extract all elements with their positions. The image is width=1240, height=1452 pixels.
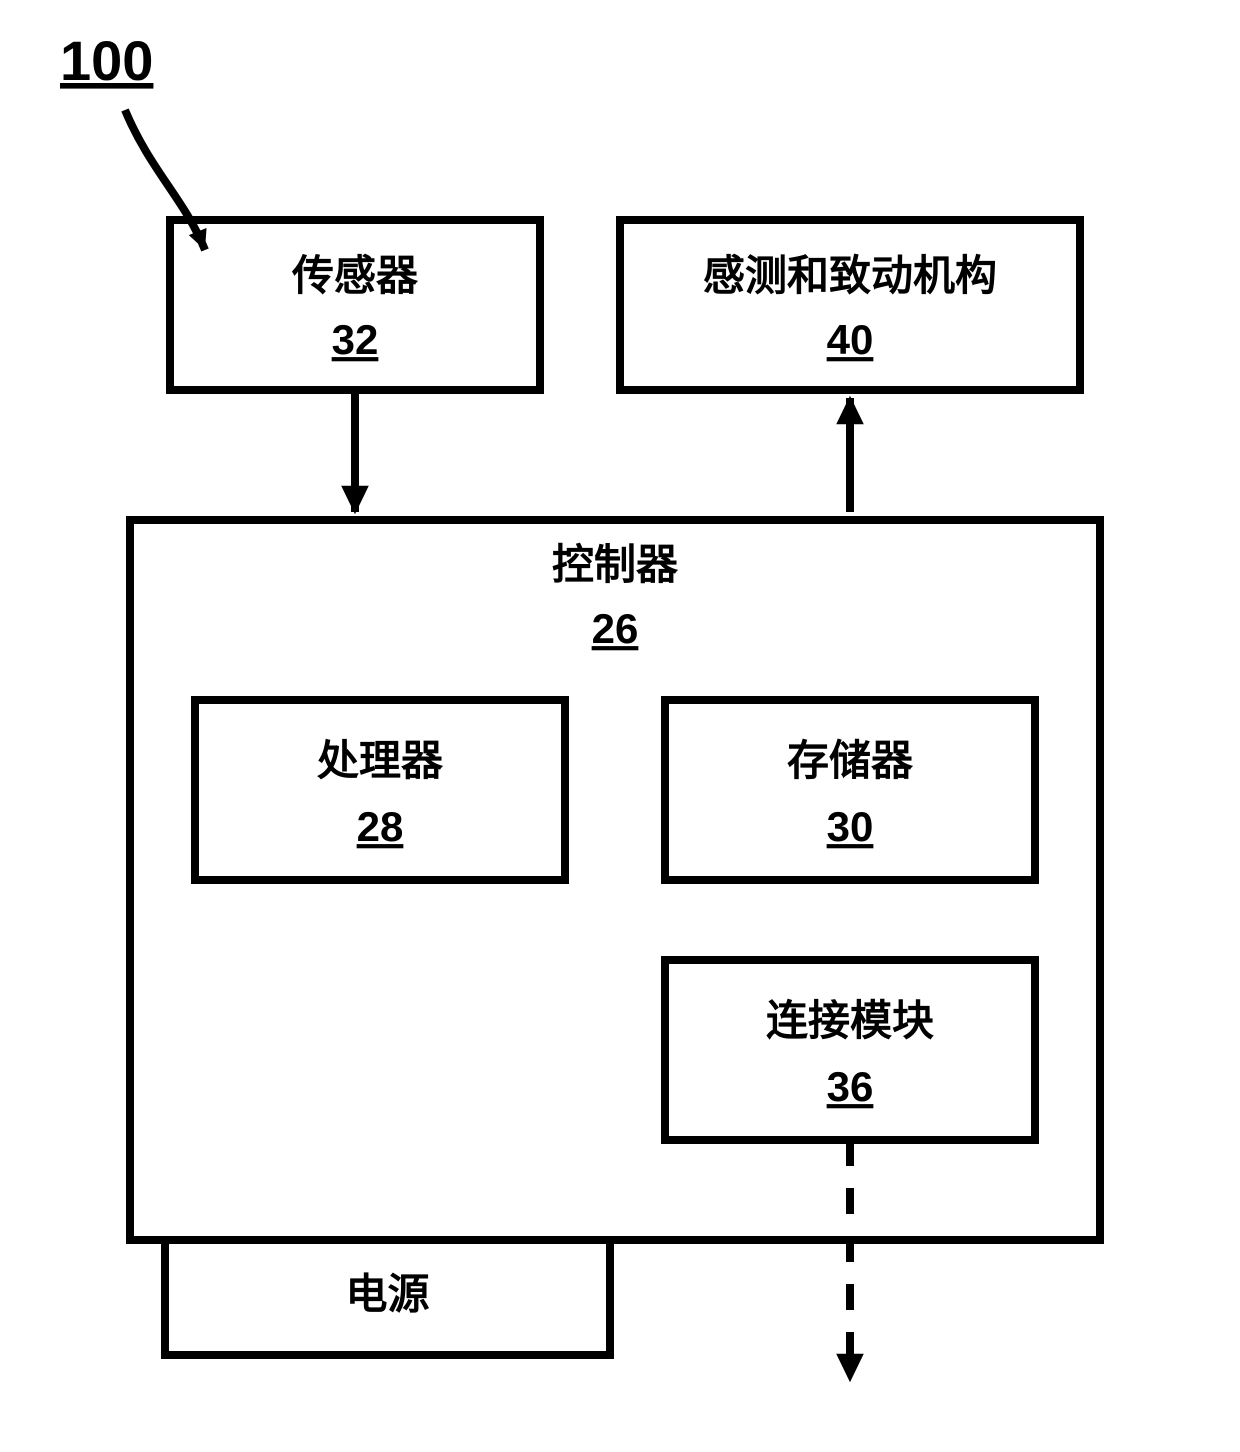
controller-number: 26	[592, 605, 639, 652]
ctrl_to_sense_act-arrow	[838, 398, 862, 512]
memory-number: 30	[827, 803, 874, 850]
controller-label: 控制器	[552, 541, 679, 588]
sense_act-box: 感测和致动机构 40	[620, 220, 1080, 390]
sensor-label: 传感器	[291, 252, 419, 299]
processor-number: 28	[357, 803, 404, 850]
power-label: 电源	[345, 1271, 429, 1318]
power-box: 电源	[165, 1240, 610, 1355]
processor-label: 处理器	[317, 737, 444, 784]
conn-number: 36	[827, 1063, 874, 1110]
sensor_to_ctrl-arrow	[343, 390, 367, 512]
processor-box: 处理器 28	[195, 700, 565, 880]
sense_act-label: 感测和致动机构	[703, 252, 997, 299]
memory-label: 存储器	[787, 737, 914, 784]
figure-number: 100	[60, 29, 153, 92]
conn_out-arrow	[838, 1140, 862, 1380]
memory-box: 存储器 30	[665, 700, 1035, 880]
sense_act-number: 40	[827, 316, 874, 363]
sensor-box: 传感器 32	[170, 220, 540, 390]
conn-box: 连接模块 36	[665, 960, 1035, 1140]
conn-label: 连接模块	[766, 997, 934, 1044]
figure-pointer	[125, 110, 205, 250]
sensor-number: 32	[332, 316, 379, 363]
